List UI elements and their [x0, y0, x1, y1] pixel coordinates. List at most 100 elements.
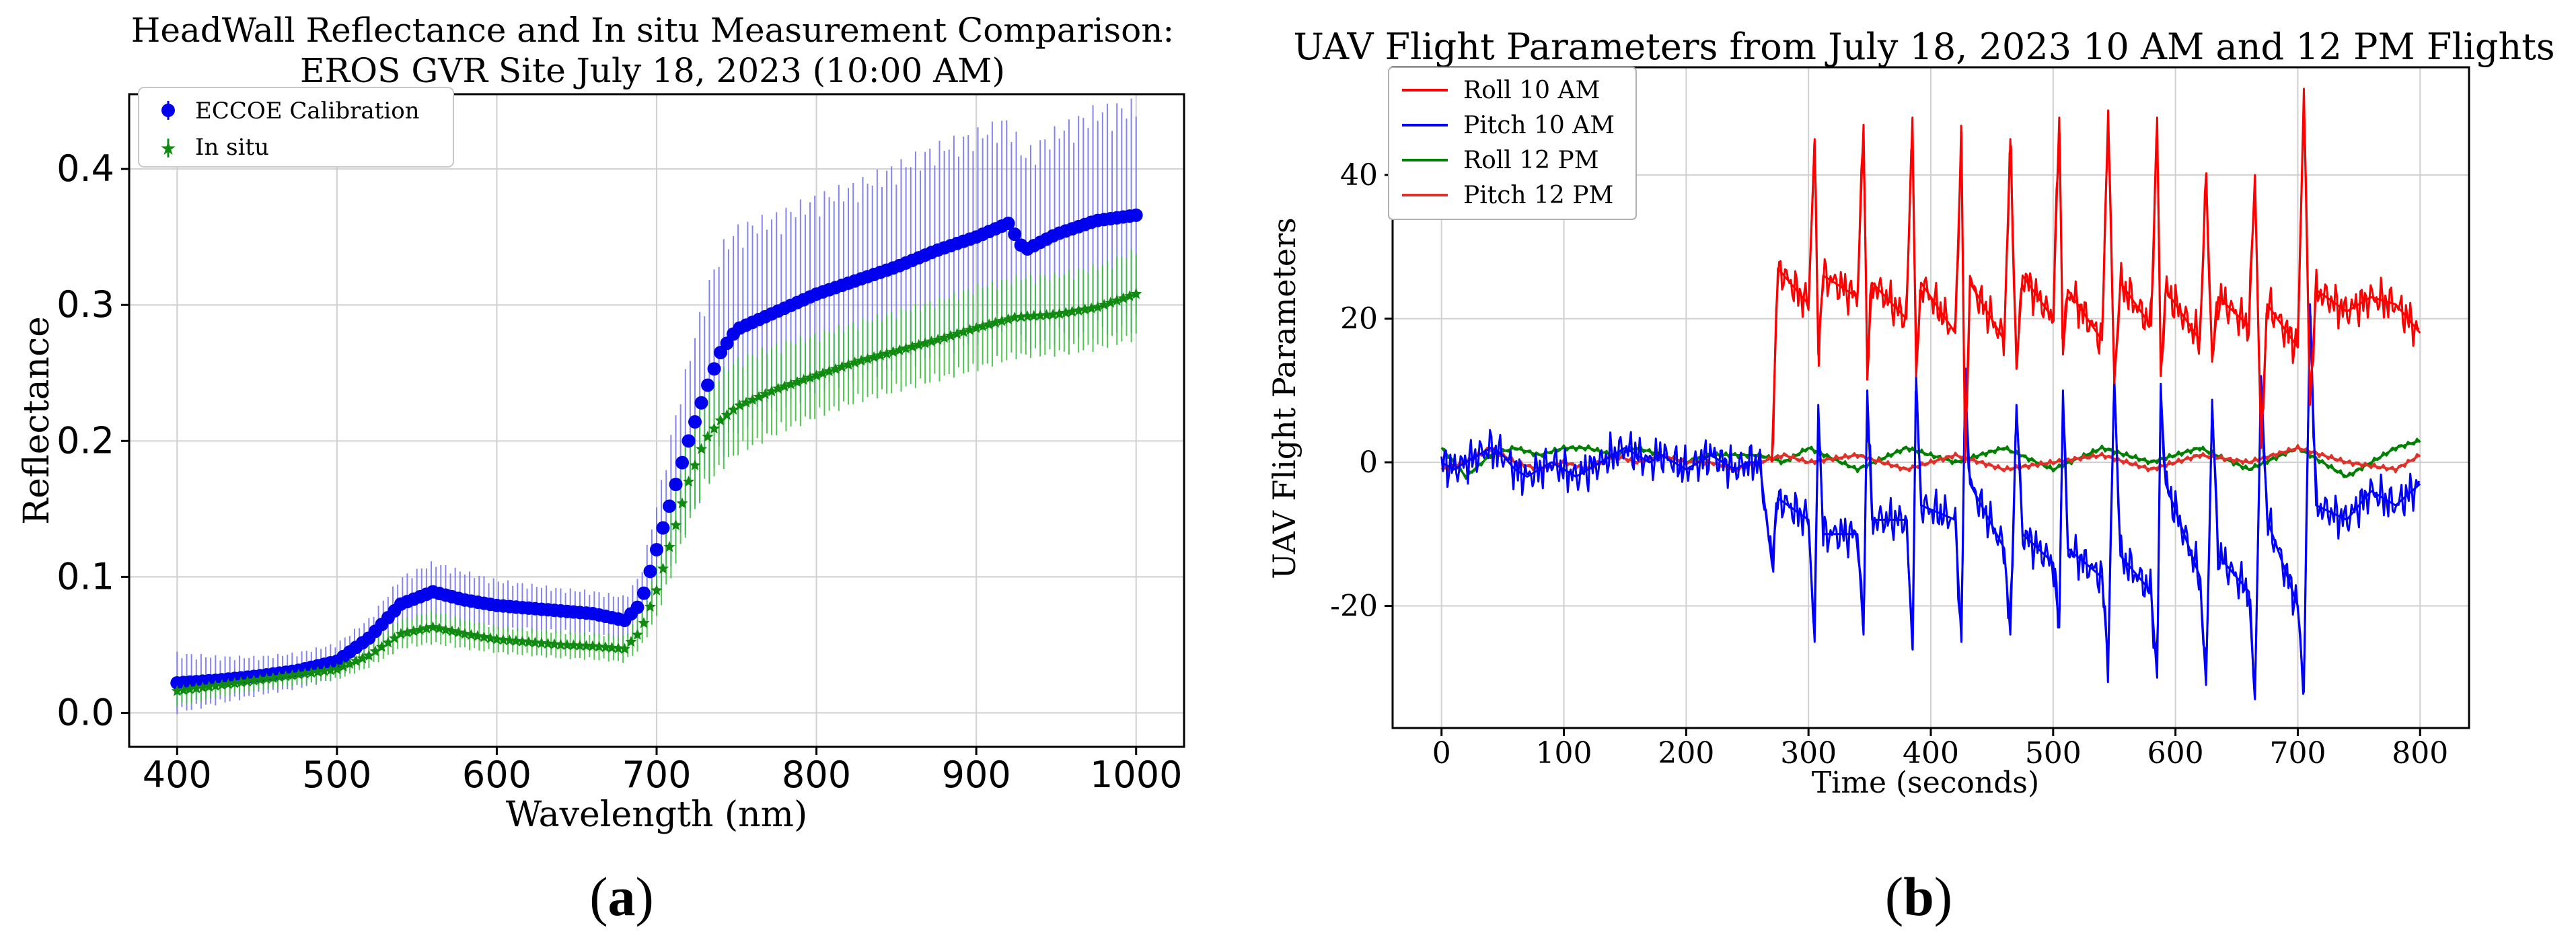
insitu-point [996, 315, 1008, 326]
insitu-point [913, 338, 925, 351]
insitu-point [887, 346, 899, 357]
insitu-point [663, 540, 675, 552]
insitu-point [459, 628, 471, 639]
chart-b-y-ticks: -20 0 20 40 [1330, 158, 1393, 624]
eccoe-point [675, 456, 690, 470]
insitu-point [778, 380, 790, 392]
insitu-point [490, 633, 503, 645]
panel-b-letter: b [1903, 866, 1934, 927]
chart-b-x-tick-label: 300 [1780, 736, 1837, 770]
insitu-point [516, 635, 528, 647]
insitu-point [178, 684, 190, 696]
insitu-point [714, 414, 727, 426]
insitu-point [542, 637, 554, 649]
insitu-point [439, 624, 451, 635]
chart-a-x-axis-label: Wavelength (nm) [506, 795, 808, 835]
insitu-point [1041, 309, 1053, 320]
insitu-point [644, 600, 657, 612]
insitu-point [798, 373, 810, 386]
insitu-point [1098, 299, 1110, 310]
insitu-point [875, 349, 887, 361]
eccoe-point [1001, 216, 1015, 230]
insitu-point [669, 519, 682, 530]
insitu-point [503, 634, 515, 646]
insitu-point [983, 318, 995, 330]
insitu-point [248, 674, 260, 686]
insitu-point [529, 636, 541, 648]
chart-b-x-ticks: 0 100 200 300 400 500 600 700 800 [1432, 728, 2448, 770]
insitu-point [631, 628, 644, 640]
insitu-point [567, 639, 579, 651]
insitu-point [548, 638, 560, 649]
insitu-point [740, 396, 752, 408]
chart-b-series-lines [1440, 87, 2421, 700]
chart-a-x-tick-label: 900 [942, 754, 1011, 796]
insitu-point [286, 669, 298, 681]
insitu-point [337, 660, 349, 672]
chart-a-y-tick-label: 0.2 [57, 419, 114, 462]
insitu-point [1002, 313, 1015, 324]
chart-b-y-tick-label: -20 [1330, 589, 1378, 624]
insitu-point [293, 668, 305, 680]
insitu-point [427, 621, 439, 632]
insitu-point [612, 642, 624, 653]
eccoe-point [650, 542, 663, 556]
insitu-point [350, 655, 362, 666]
insitu-point [305, 667, 318, 678]
legend-insitu-marker: ★ [159, 137, 176, 159]
chart-b-y-tick-label: 40 [1340, 158, 1378, 192]
insitu-point [760, 388, 772, 400]
insitu-point [970, 322, 982, 333]
chart-a-title-line2: EROS GVR Site July 18, 2023 (10:00 AM) [300, 51, 1005, 90]
insitu-point [216, 679, 228, 690]
insitu-point [708, 423, 721, 434]
legend-roll-12pm-label: Roll 12 PM [1463, 147, 1599, 174]
chart-a-y-tick-label: 0.3 [57, 283, 114, 326]
insitu-point [414, 624, 426, 635]
insitu-point [472, 630, 484, 641]
insitu-point [420, 622, 433, 634]
insitu-point [1079, 303, 1091, 315]
insitu-point [401, 626, 413, 638]
eccoe-point [636, 586, 651, 600]
insitu-point [190, 682, 203, 694]
chart-b-x-tick-label: 100 [1536, 736, 1592, 770]
chart-panel-a: HeadWall Reflectance and In situ Measure… [17, 11, 1185, 927]
insitu-point [734, 399, 746, 410]
insitu-point [1117, 292, 1130, 303]
eccoe-point [669, 477, 683, 491]
insitu-point [842, 359, 854, 370]
chart-b-y-tick-label: 20 [1340, 302, 1378, 336]
insitu-point [510, 634, 522, 647]
insitu-point [702, 431, 714, 442]
insitu-point [388, 632, 400, 643]
chart-a-x-tick-label: 800 [782, 754, 851, 796]
insitu-point [1047, 308, 1059, 320]
insitu-point [229, 677, 241, 688]
insitu-point [184, 683, 196, 694]
insitu-point [382, 636, 394, 648]
insitu-point [433, 622, 445, 634]
insitu-point [625, 636, 637, 647]
chart-a-y-tick-label: 0.4 [57, 147, 114, 190]
chart-b-y-tick-label: 0 [1359, 445, 1378, 480]
insitu-point [926, 335, 938, 347]
insitu-point [267, 671, 279, 683]
insitu-point [747, 394, 759, 405]
insitu-point [721, 408, 733, 421]
insitu-point [1060, 307, 1072, 318]
insitu-point [855, 355, 867, 366]
legend-eccoe-label: ECCOE Calibration [195, 98, 420, 124]
chart-b-x-tick-label: 600 [2147, 736, 2204, 770]
chart-b-x-axis-label: Time (seconds) [1812, 766, 2039, 800]
insitu-point [881, 347, 893, 359]
insitu-point [446, 625, 458, 636]
insitu-point [791, 376, 803, 388]
eccoe-point [707, 362, 721, 376]
insitu-point [497, 634, 509, 645]
insitu-point [830, 363, 842, 374]
insitu-point [280, 670, 292, 682]
insitu-point [849, 356, 861, 368]
insitu-point [1124, 290, 1136, 301]
insitu-point [977, 320, 989, 332]
